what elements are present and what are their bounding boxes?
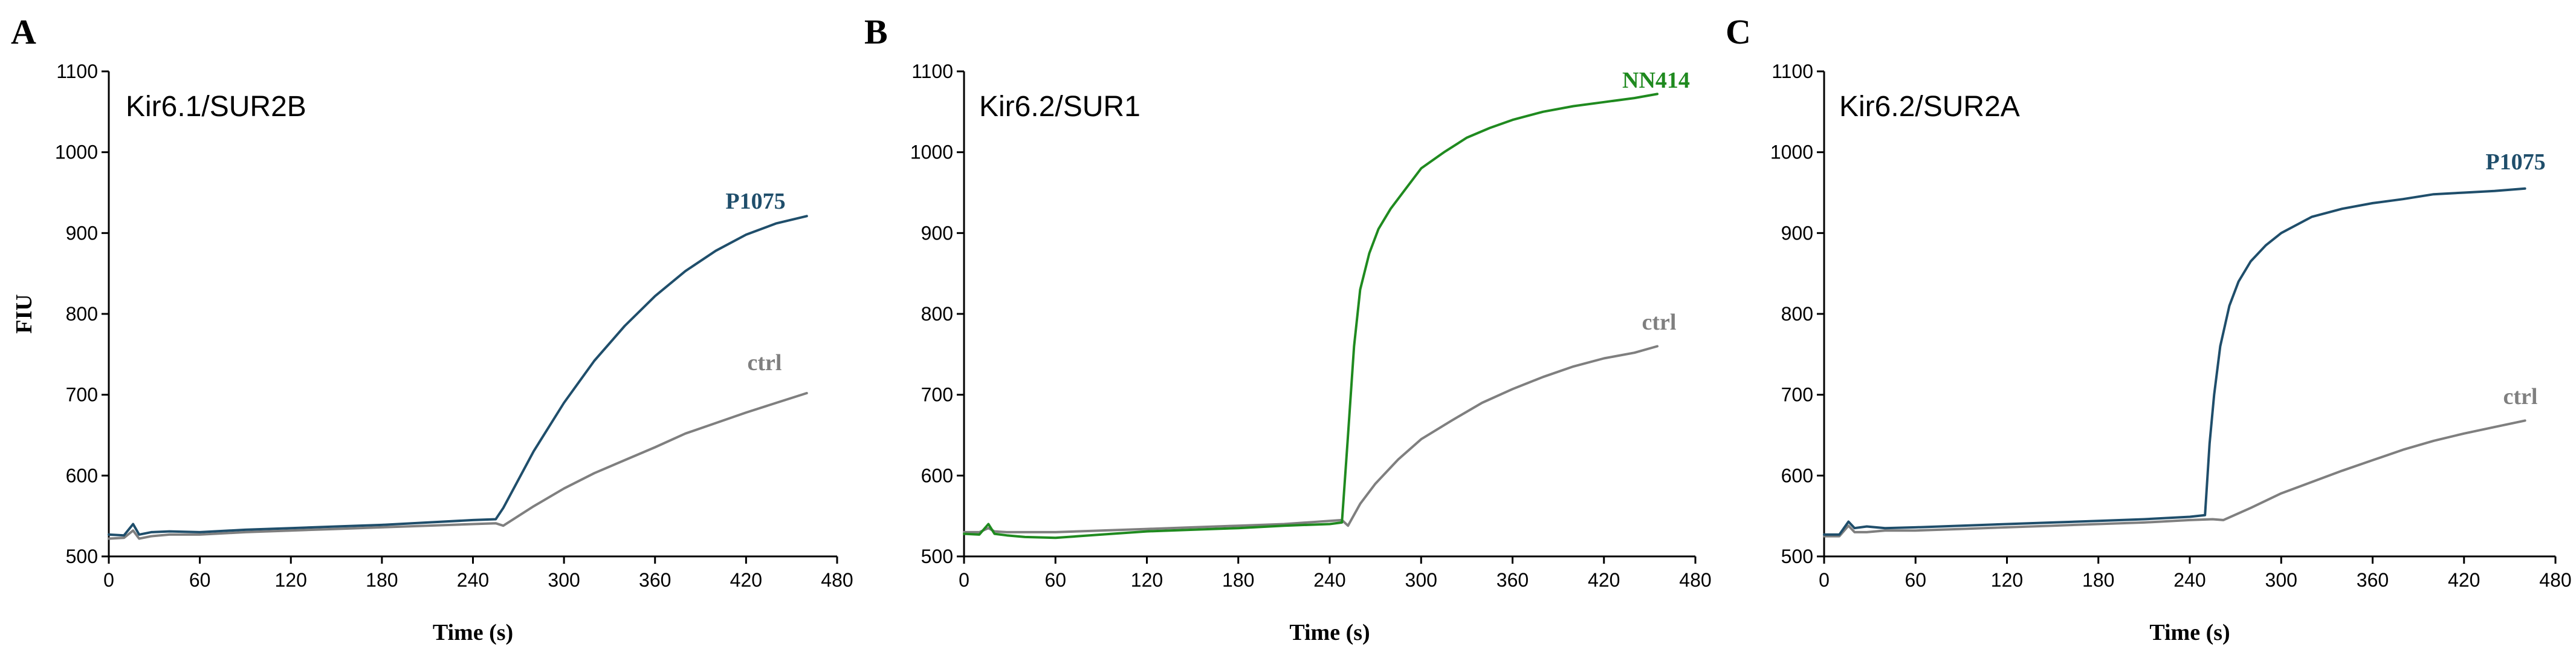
series-label-nn414: NN414	[1622, 68, 1690, 93]
y-tick-label: 700	[1781, 384, 1813, 406]
y-tick-label: 1000	[910, 142, 953, 163]
y-tick-label: 500	[921, 546, 953, 567]
y-tick-label: 800	[921, 303, 953, 325]
series-line-ctrl	[108, 392, 808, 540]
x-tick-label: 0	[1819, 569, 1830, 591]
x-tick-label: 60	[189, 569, 211, 591]
y-tick-label: 1000	[1770, 142, 1813, 163]
panel-letter: A	[11, 12, 36, 51]
y-tick-label: 500	[66, 546, 98, 567]
series-label-ctrl: ctrl	[748, 350, 782, 376]
y-axis-title: FIU	[11, 294, 37, 333]
y-tick-label: 800	[66, 303, 98, 325]
y-tick-label: 900	[66, 222, 98, 244]
x-tick-label: 240	[1313, 569, 1345, 591]
x-tick-label: 480	[2539, 569, 2571, 591]
x-tick-label: 420	[1588, 569, 1620, 591]
x-tick-label: 180	[366, 569, 398, 591]
y-tick-label: 1000	[55, 142, 98, 163]
x-tick-label: 120	[275, 569, 307, 591]
y-tick-label: 600	[1781, 464, 1813, 486]
series-label-ctrl: ctrl	[2503, 384, 2538, 409]
y-tick-label: 800	[1781, 303, 1813, 325]
x-tick-label: 120	[1131, 569, 1163, 591]
x-tick-label: 240	[2173, 569, 2205, 591]
x-tick-label: 0	[103, 569, 114, 591]
x-tick-label: 420	[730, 569, 762, 591]
x-axis-title: Time (s)	[2149, 620, 2230, 645]
y-tick-label: 1100	[1772, 60, 1813, 82]
x-tick-label: 420	[2448, 569, 2480, 591]
panel-title: Kir6.1/SUR2B	[126, 91, 306, 123]
y-tick-label: 700	[66, 384, 98, 406]
series-line-p1075	[1823, 187, 2526, 536]
x-tick-label: 180	[2082, 569, 2114, 591]
panel-letter: C	[1726, 12, 1751, 51]
x-tick-label: 180	[1222, 569, 1254, 591]
y-tick-label: 900	[921, 222, 953, 244]
x-tick-label: 120	[1991, 569, 2023, 591]
series-line-ctrl	[963, 345, 1659, 533]
x-tick-label: 360	[2357, 569, 2389, 591]
panel-a: A 500 600 700 800 900 1000 1100 0 60 120 180 240 300 3…	[11, 12, 853, 645]
panel-b: B 500 600 700 800 900 1000 1100 0 60 120 180 240 300 3…	[864, 12, 1712, 645]
x-tick-label: 240	[457, 569, 489, 591]
series-label-p1075: P1075	[725, 189, 785, 214]
x-tick-label: 480	[821, 569, 853, 591]
x-tick-label: 360	[639, 569, 671, 591]
series-line-p1075	[108, 215, 808, 537]
y-tick-label: 700	[921, 384, 953, 406]
x-tick-label: 480	[1679, 569, 1711, 591]
x-axis-title: Time (s)	[433, 620, 513, 645]
x-tick-label: 60	[1044, 569, 1066, 591]
y-tick-label: 600	[921, 464, 953, 486]
panel-title: Kir6.2/SUR2A	[1839, 91, 2020, 123]
panel-c: C 500 600 700 800 900 1000 1100 0 60 120 180 240 300 3…	[1726, 12, 2572, 645]
series-label-p1075: P1075	[2485, 149, 2545, 175]
series-line-ctrl	[1823, 419, 2526, 538]
series-label-ctrl: ctrl	[1642, 310, 1677, 335]
panel-title: Kir6.2/SUR1	[979, 91, 1141, 123]
y-tick-label: 1100	[911, 60, 953, 82]
y-tick-label: 900	[1781, 222, 1813, 244]
x-tick-label: 300	[1405, 569, 1437, 591]
x-tick-label: 60	[1904, 569, 1926, 591]
x-tick-label: 0	[959, 569, 969, 591]
x-axis-title: Time (s)	[1289, 620, 1370, 645]
x-tick-label: 300	[2265, 569, 2297, 591]
y-tick-label: 600	[66, 464, 98, 486]
x-tick-label: 360	[1497, 569, 1529, 591]
panel-letter: B	[864, 12, 888, 51]
x-tick-label: 300	[548, 569, 580, 591]
y-tick-label: 1100	[56, 60, 98, 82]
series-line-nn414	[963, 93, 1659, 539]
y-tick-label: 500	[1781, 546, 1813, 567]
